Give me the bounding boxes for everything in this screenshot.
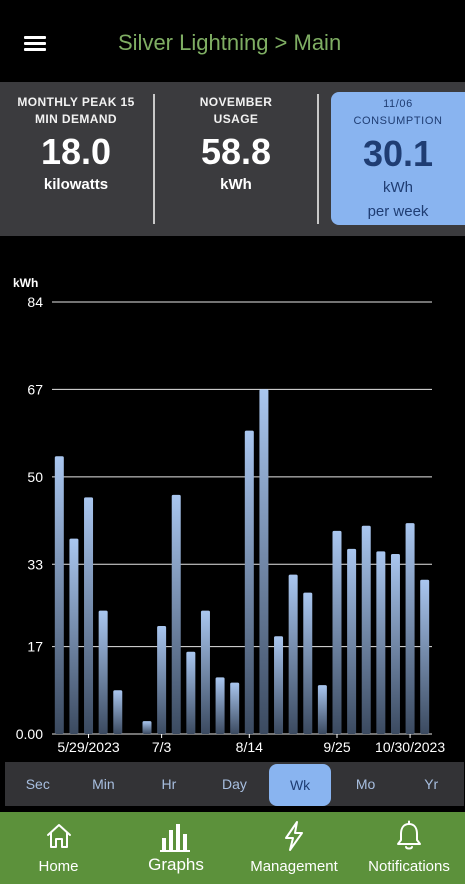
- interval-hr-button[interactable]: Hr: [161, 776, 177, 792]
- chart-bar[interactable]: [186, 651, 196, 734]
- consumption-card[interactable]: 11/06 CONSUMPTION 30.1 kWh per week: [331, 92, 465, 225]
- chart-bar[interactable]: [200, 610, 210, 734]
- nav-notifications-label: Notifications: [368, 858, 450, 875]
- chart-bar[interactable]: [244, 430, 254, 734]
- interval-mo-button[interactable]: Mo: [355, 776, 376, 792]
- interval-selector: Sec Min Hr Day Wk Mo Yr: [5, 762, 464, 806]
- monthly-usage-label-line1: NOVEMBER: [199, 95, 273, 109]
- consumption-unit-line1: kWh: [383, 179, 413, 196]
- y-tick-label: 17: [27, 639, 43, 655]
- hamburger-menu-icon[interactable]: [22, 34, 50, 54]
- home-icon: [47, 824, 71, 848]
- summary-panel: MONTHLY PEAK 15 MIN DEMAND 18.0 kilowatt…: [0, 82, 465, 236]
- chart-bar[interactable]: [84, 497, 94, 734]
- monthly-peak-unit: kilowatts: [43, 176, 109, 193]
- nav-notifications[interactable]: Notifications: [353, 812, 465, 884]
- x-tick-label: 7/3: [152, 739, 172, 755]
- y-tick-label: 84: [27, 294, 43, 310]
- chart-bar[interactable]: [405, 523, 415, 734]
- bottom-navigation: Home Graphs Management Notifications: [0, 812, 465, 884]
- chart-bar[interactable]: [288, 574, 298, 734]
- usage-chart[interactable]: kWh 84 67 50 33 17 0.00 5/29/2023 7/3 8/14 9/25 1…: [0, 236, 465, 760]
- x-tick-label: 5/29/2023: [57, 739, 119, 755]
- monthly-peak-card: MONTHLY PEAK 15 MIN DEMAND 18.0 kilowatt…: [0, 94, 152, 224]
- nav-home-label: Home: [38, 858, 79, 875]
- monthly-usage-card: NOVEMBER USAGE 58.8 kWh: [157, 94, 315, 224]
- monthly-usage-value: 58.8: [200, 131, 272, 172]
- chart-bar[interactable]: [98, 610, 108, 734]
- consumption-unit-line2: per week: [367, 203, 429, 220]
- chart-bar[interactable]: [69, 538, 79, 734]
- monthly-usage-label-line2: USAGE: [213, 112, 259, 126]
- page-title: Silver Lightning > Main: [118, 30, 342, 55]
- interval-sec-button[interactable]: Sec: [25, 776, 50, 792]
- chart-bar[interactable]: [390, 554, 400, 734]
- interval-yr-button[interactable]: Yr: [424, 776, 439, 792]
- chart-bar[interactable]: [317, 685, 327, 734]
- chart-bar[interactable]: [332, 530, 342, 734]
- nav-management-label: Management: [250, 858, 338, 875]
- bar-chart-icon: [160, 824, 190, 852]
- chart-bar[interactable]: [303, 592, 313, 734]
- summary-divider: [153, 94, 155, 224]
- nav-graphs[interactable]: Graphs: [117, 812, 235, 884]
- nav-graphs-label: Graphs: [148, 855, 204, 874]
- chart-bar[interactable]: [54, 456, 64, 734]
- chart-bar[interactable]: [274, 636, 284, 734]
- monthly-usage-unit: kWh: [220, 176, 252, 193]
- chart-bar[interactable]: [215, 677, 225, 734]
- summary-divider: [317, 94, 319, 224]
- bell-icon: [397, 820, 421, 850]
- consumption-date-label: 11/06: [383, 98, 413, 110]
- chart-bar[interactable]: [259, 389, 269, 734]
- usage-bar-chart[interactable]: kWh 84 67 50 33 17 0.00 5/29/2023 7/3 8/14 9/25 1…: [0, 236, 465, 760]
- x-tick-label: 10/30/2023: [375, 739, 445, 755]
- app-header: Silver Lightning > Main: [0, 0, 465, 82]
- interval-wk-button[interactable]: Wk: [269, 764, 331, 806]
- interval-day-button[interactable]: Day: [222, 776, 247, 792]
- chart-bar[interactable]: [142, 721, 152, 734]
- nav-home[interactable]: Home: [0, 812, 117, 884]
- chart-bar[interactable]: [361, 525, 371, 734]
- y-axis-label: kWh: [13, 276, 38, 290]
- chart-bar[interactable]: [347, 548, 357, 734]
- nav-management[interactable]: Management: [235, 812, 353, 884]
- chart-bar[interactable]: [230, 682, 240, 734]
- chart-bar[interactable]: [420, 579, 430, 734]
- chart-bar[interactable]: [157, 626, 167, 734]
- x-tick-label: 9/25: [323, 739, 350, 755]
- chart-bar[interactable]: [113, 690, 123, 734]
- y-tick-label: 67: [27, 381, 43, 397]
- consumption-value: 30.1: [362, 133, 434, 174]
- chart-bar[interactable]: [171, 494, 181, 734]
- lightning-bolt-icon: [285, 821, 303, 851]
- monthly-peak-label-line1: MONTHLY PEAK 15: [17, 95, 135, 109]
- y-tick-label: 33: [27, 556, 43, 572]
- x-tick-label: 8/14: [236, 739, 263, 755]
- y-tick-label: 50: [27, 469, 43, 485]
- monthly-peak-label-line2: MIN DEMAND: [35, 112, 117, 126]
- y-tick-label: 0.00: [16, 726, 43, 742]
- interval-min-button[interactable]: Min: [92, 776, 115, 792]
- monthly-peak-value: 18.0: [40, 131, 112, 172]
- consumption-label: CONSUMPTION: [353, 115, 443, 127]
- chart-bar[interactable]: [376, 551, 386, 734]
